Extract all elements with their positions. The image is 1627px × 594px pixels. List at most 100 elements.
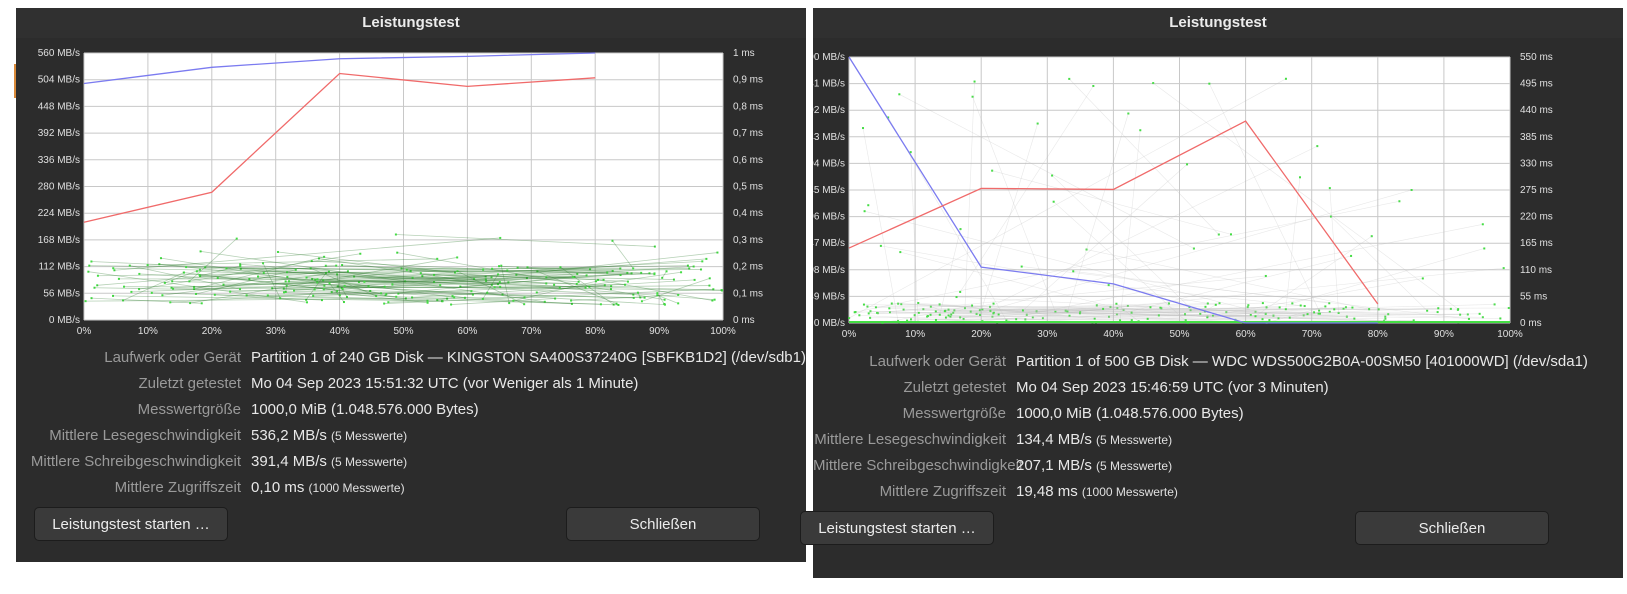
access-time-point [680,271,683,274]
access-time-point [311,277,314,280]
access-time-point [973,80,976,83]
access-time-point [257,275,260,278]
access-time-point [245,294,248,297]
access-time-point [1054,310,1057,313]
start-benchmark-button[interactable]: Leistungstest starten … [800,511,994,545]
access-time-point [199,275,202,278]
access-time-trace [982,267,1504,322]
access-time-point [708,284,711,287]
access-time-point [128,264,131,267]
close-button[interactable]: Schließen [1355,511,1549,545]
access-time-point [456,270,459,273]
access-time-trace [285,285,288,293]
access-time-point [584,286,587,289]
access-time-point [1072,270,1075,273]
start-benchmark-button[interactable]: Leistungstest starten … [34,507,228,541]
access-time-point [471,293,474,296]
access-time-point [1284,308,1287,311]
access-time-point [229,290,232,293]
access-time-point [239,288,242,291]
read-rate-value: 536,2 MB/s (5 Messwerte) [251,427,408,444]
access-time-trace [139,253,361,290]
access-time-point [286,271,289,274]
access-time-point [929,313,932,316]
access-time-point [1350,254,1353,257]
access-time-trace [1289,313,1308,318]
access-time-point [1328,302,1331,305]
access-time-point [1247,304,1250,307]
access-time-trace [657,294,679,304]
y-left-tick-label: 0 MB/s [814,318,845,329]
device-label: Laufwerk oder Gerät [869,353,1006,370]
benchmark-chart: 0% 10% 20% 30% 40% 50% 60% 70% 80% 90% 100% 0 MB/s 0… [38,48,763,337]
access-time-trace [976,189,1412,315]
access-time-trace [337,286,611,290]
access-time-point [404,280,407,283]
access-time-point [615,302,618,305]
access-time-point [130,290,133,293]
access-time-point [688,267,691,270]
access-time-point [446,297,449,300]
access-time-point [858,314,861,317]
access-time-trace [159,263,369,287]
access-time-point [1021,309,1024,312]
access-time-point [188,280,191,283]
access-time-trace [194,256,325,290]
access-time-point [572,275,575,278]
access-time-point [656,294,659,297]
access-time-point [1272,314,1275,317]
access-time-trace [970,311,1320,314]
access-time-trace [990,307,1280,312]
access-time-point [340,286,343,289]
access-time-point [1167,302,1170,305]
x-tick-label: 60% [457,326,477,337]
access-time-point [1351,306,1354,309]
access-time-point [570,299,573,302]
access-time-point [1146,317,1149,320]
access-time-point [384,294,387,297]
access-time-trace [147,258,438,266]
access-time-trace [953,308,1162,314]
access-time-point [294,268,297,271]
access-time-point [397,292,400,295]
access-time-point [284,290,287,293]
access-time-trace [875,306,1483,318]
access-time-point [498,281,501,284]
access-time-point [222,283,225,286]
access-time-trace [487,292,503,295]
access-time-point [405,268,408,271]
access-time-point [459,285,462,288]
access-time-point [324,264,327,267]
access-time-trace [460,273,632,287]
access-time-point [499,236,502,239]
access-time-point [934,310,937,313]
access-time-trace [907,306,1151,321]
access-time-trace [364,281,441,286]
access-time-point [1466,313,1469,316]
access-time-point [1066,310,1069,313]
access-time-point [1302,314,1305,317]
access-time-point [1384,317,1387,320]
access-time-trace [536,271,682,293]
access-time-trace [317,272,456,283]
access-time-point [345,295,348,298]
access-time-point [1035,310,1038,313]
access-time-trace [517,267,621,276]
access-time-point [1024,318,1027,321]
access-time-point [992,312,995,315]
access-time-point [1068,314,1071,317]
access-time-trace [114,237,501,271]
access-time-point [944,316,947,319]
access-time-point [1345,315,1348,318]
access-time-point [322,279,325,282]
access-time-point [491,267,494,270]
access-time-trace [855,200,1400,313]
access-time-trace [589,285,710,288]
access-time-trace [344,285,386,296]
access-time-point [313,288,316,291]
write-rate-value: 207,1 MB/s (5 Messwerte) [1016,457,1173,474]
close-button[interactable]: Schließen [566,507,760,541]
access-time-point [554,297,557,300]
access-time-point [1107,284,1110,287]
access-time-point [1410,189,1413,192]
